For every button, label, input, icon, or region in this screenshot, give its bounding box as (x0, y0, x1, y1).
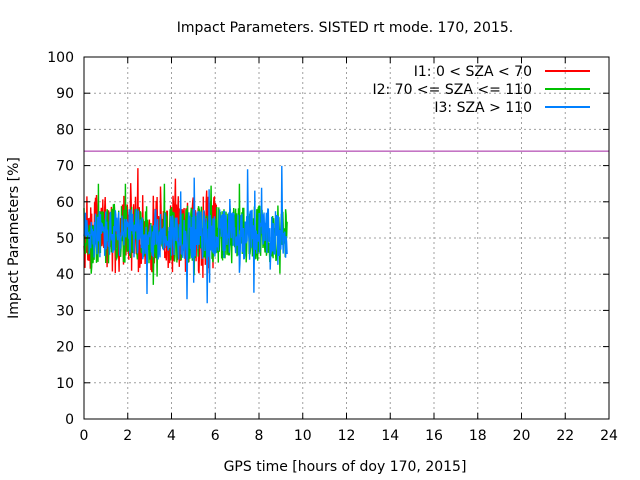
y-tick-label: 0 (65, 412, 74, 428)
x-tick-label: 8 (255, 428, 264, 444)
x-axis-label: GPS time [hours of doy 170, 2015] (224, 459, 467, 475)
legend-label-3: I3: SZA > 110 (434, 100, 532, 116)
y-tick-label: 90 (56, 86, 74, 102)
y-tick-label: 50 (56, 231, 74, 247)
x-tick-label: 16 (425, 428, 443, 444)
y-tick-label: 20 (56, 340, 74, 356)
chart-title: Impact Parameters. SISTED rt mode. 170, … (177, 20, 513, 36)
x-tick-label: 22 (556, 428, 574, 444)
x-tick-label: 18 (469, 428, 487, 444)
y-tick-label: 100 (47, 50, 74, 66)
y-tick-label: 80 (56, 122, 74, 138)
legend-label-2: I2: 70 <= SZA <= 110 (372, 82, 532, 98)
x-tick-label: 20 (513, 428, 531, 444)
x-tick-label: 24 (600, 428, 618, 444)
x-tick-label: 12 (338, 428, 356, 444)
x-tick-label: 0 (80, 428, 89, 444)
axes: 0 2 4 6 8 10 12 14 16 18 20 22 240102030405060708090… (47, 50, 618, 444)
y-tick-label: 60 (56, 195, 74, 211)
legend-label-1: I1: 0 < SZA < 70 (414, 64, 532, 80)
y-axis-label: Impact Parameters [%] (6, 157, 22, 319)
x-tick-label: 4 (167, 428, 176, 444)
x-tick-label: 14 (381, 428, 399, 444)
y-tick-label: 40 (56, 267, 74, 283)
series-line-3 (83, 165, 288, 304)
y-tick-label: 70 (56, 159, 74, 175)
x-tick-label: 2 (123, 428, 132, 444)
y-tick-label: 10 (56, 376, 74, 392)
legend: I1: 0 < SZA < 70 I2: 70 <= SZA <= 110 I3: … (372, 64, 590, 116)
x-tick-label: 10 (294, 428, 312, 444)
series-3 (83, 165, 288, 304)
x-tick-label: 6 (211, 428, 220, 444)
y-tick-label: 30 (56, 303, 74, 319)
series-group (83, 165, 288, 304)
